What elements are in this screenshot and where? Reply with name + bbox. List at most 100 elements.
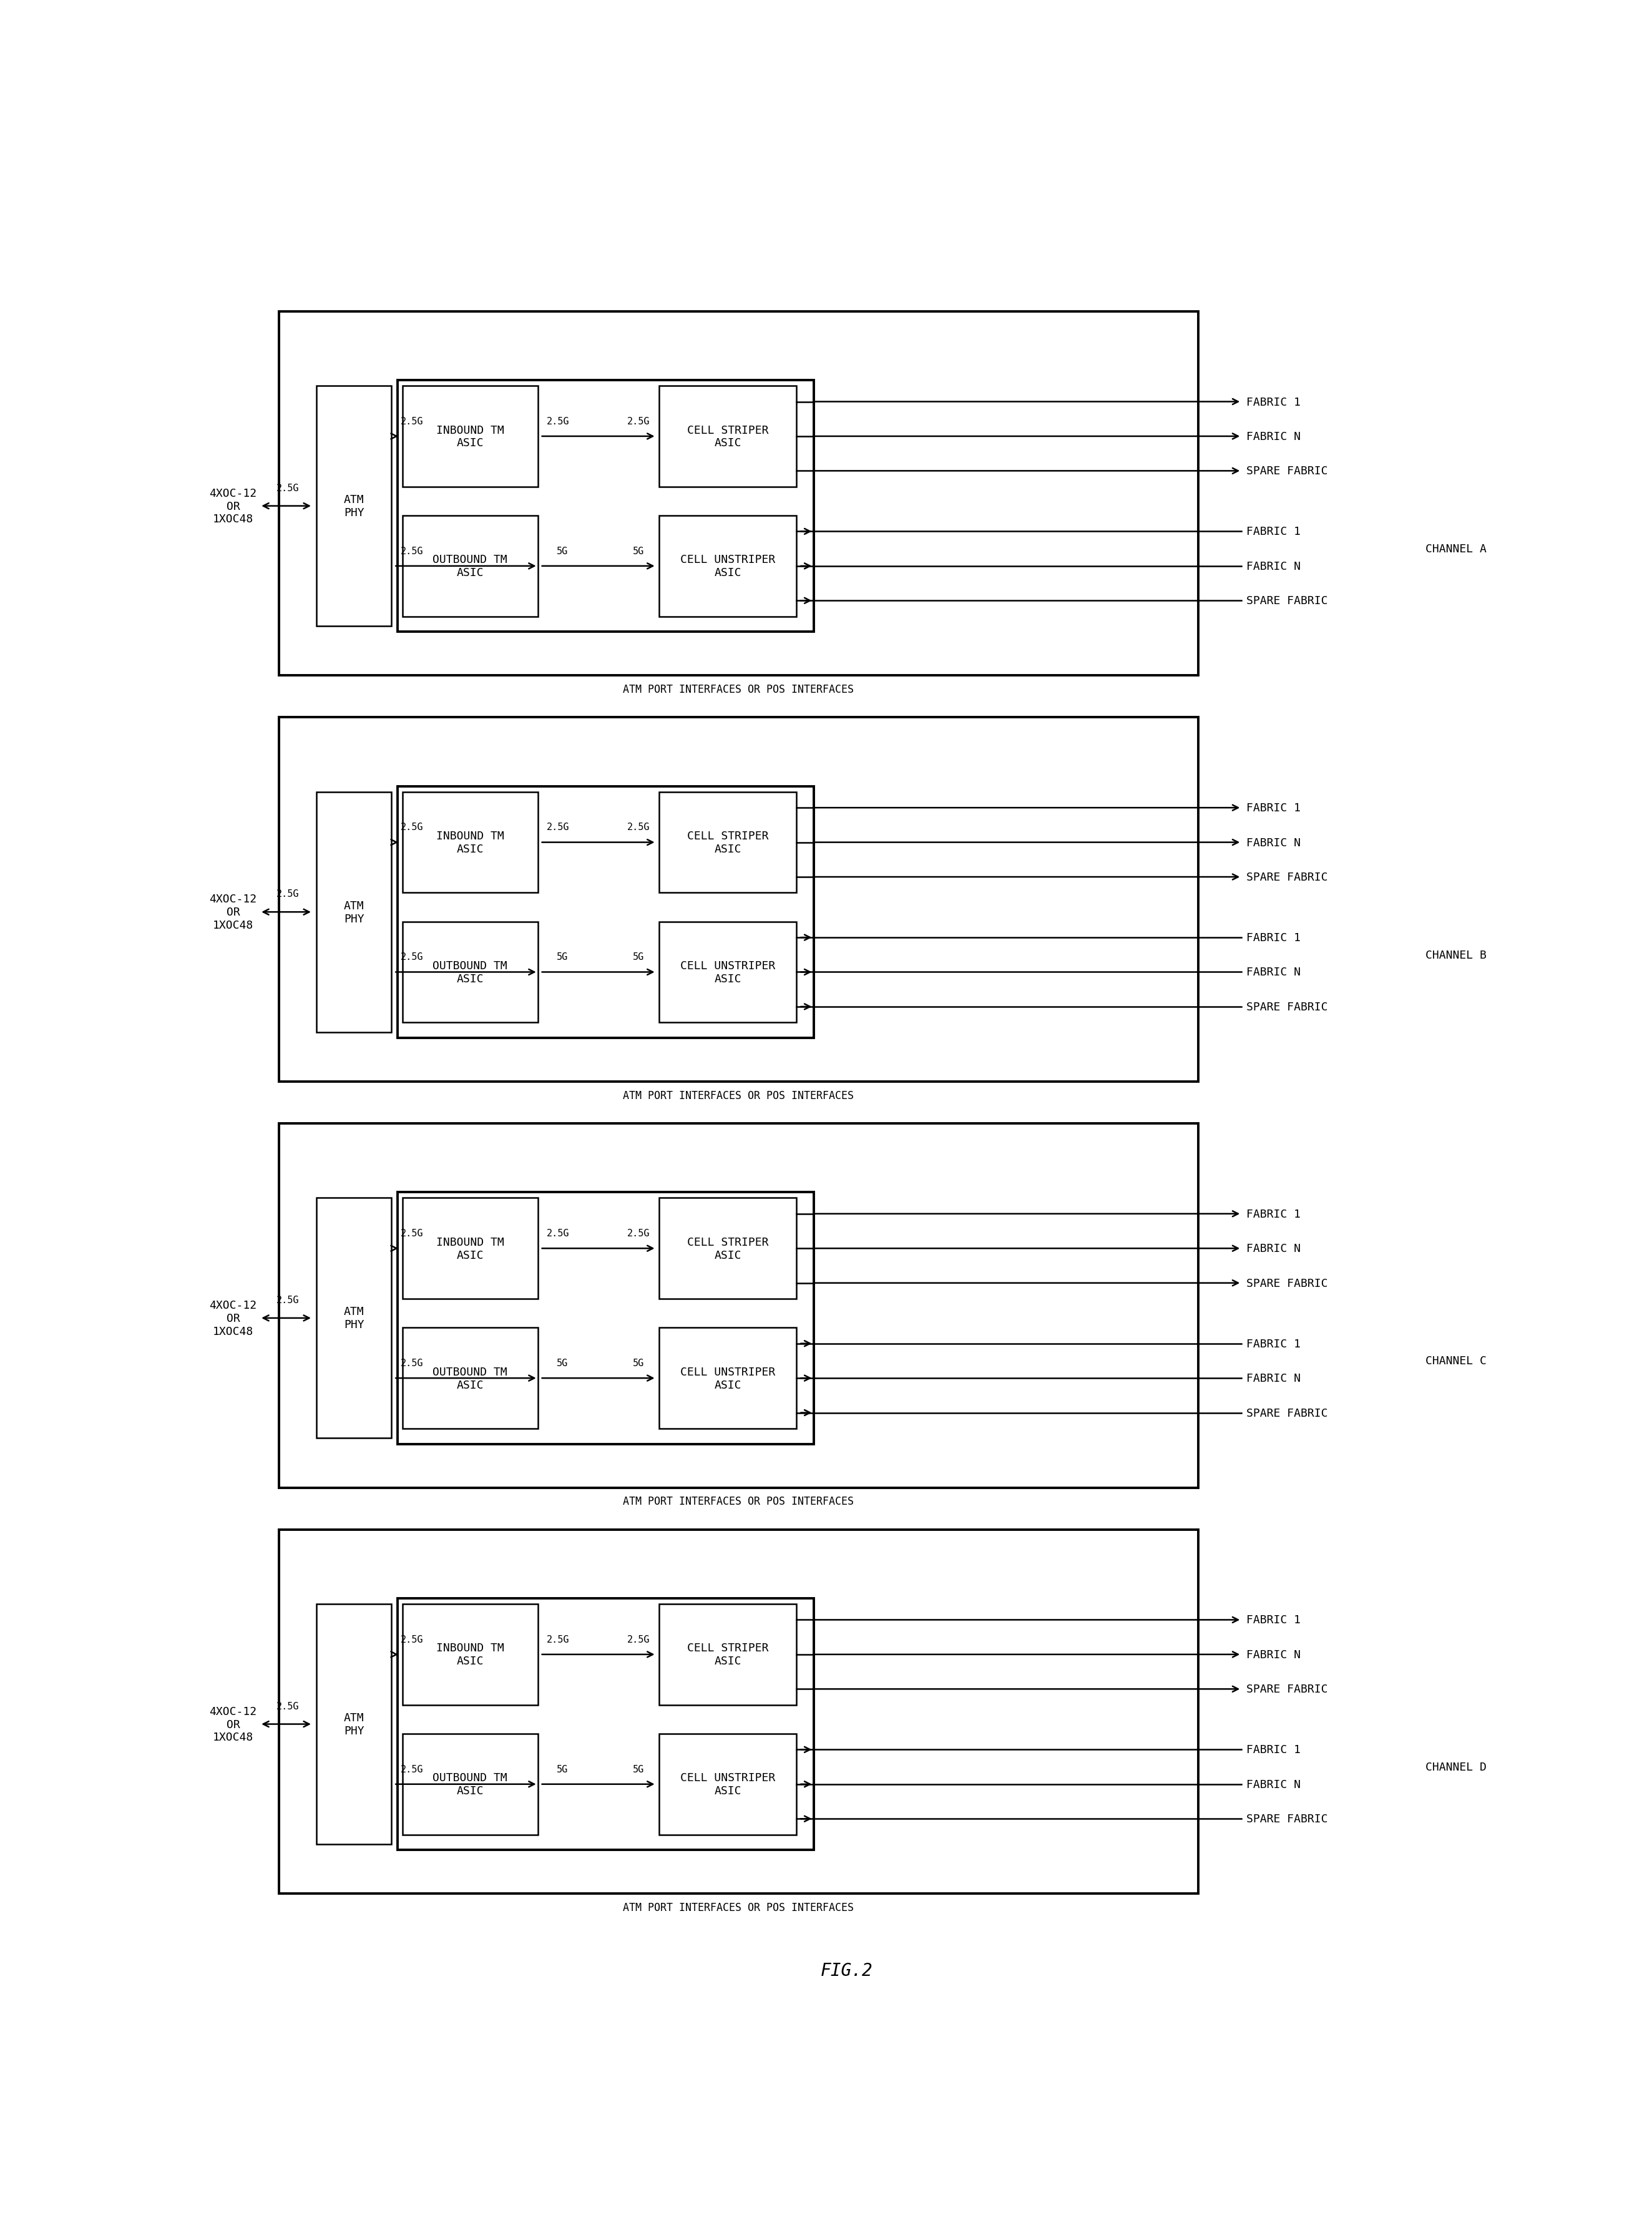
Text: 5G: 5G (557, 1764, 568, 1772)
Text: FABRIC N: FABRIC N (1246, 432, 1300, 443)
Text: CELL UNSTRIPER
ASIC: CELL UNSTRIPER ASIC (681, 555, 775, 580)
Text: 2.5G: 2.5G (628, 824, 649, 833)
Text: 2.5G: 2.5G (276, 483, 299, 492)
Bar (659, 922, 796, 1023)
Text: SPARE FABRIC: SPARE FABRIC (1246, 466, 1328, 477)
Text: OUTBOUND TM
ASIC: OUTBOUND TM ASIC (433, 555, 507, 580)
Bar (279, 1123, 1198, 1488)
Text: 4XOC-12
OR
1XOC48: 4XOC-12 OR 1XOC48 (210, 1300, 256, 1336)
Text: ATM
PHY: ATM PHY (344, 1307, 363, 1329)
Text: CELL STRIPER
ASIC: CELL STRIPER ASIC (687, 1238, 768, 1260)
Text: INBOUND TM
ASIC: INBOUND TM ASIC (436, 425, 504, 450)
Text: 2.5G: 2.5G (628, 416, 649, 425)
Text: 2.5G: 2.5G (547, 1229, 570, 1238)
Text: FABRIC 1: FABRIC 1 (1246, 1614, 1300, 1625)
Bar (317, 1197, 392, 1439)
Text: 5G: 5G (557, 1358, 568, 1367)
Text: CHANNEL A: CHANNEL A (1426, 544, 1487, 555)
Text: SPARE FABRIC: SPARE FABRIC (1246, 595, 1328, 606)
Text: OUTBOUND TM
ASIC: OUTBOUND TM ASIC (433, 1365, 507, 1390)
Text: 4XOC-12
OR
1XOC48: 4XOC-12 OR 1XOC48 (210, 893, 256, 931)
Text: 2.5G: 2.5G (400, 1764, 423, 1772)
Text: 2.5G: 2.5G (400, 416, 423, 425)
Bar (398, 1193, 813, 1444)
Text: CHANNEL B: CHANNEL B (1426, 949, 1487, 960)
Text: ATM PORT INTERFACES OR POS INTERFACES: ATM PORT INTERFACES OR POS INTERFACES (623, 685, 854, 696)
Text: FABRIC 1: FABRIC 1 (1246, 1338, 1300, 1350)
Text: FABRIC N: FABRIC N (1246, 837, 1300, 848)
Text: 5G: 5G (633, 1358, 644, 1367)
Text: SPARE FABRIC: SPARE FABRIC (1246, 1408, 1328, 1419)
Text: 2.5G: 2.5G (400, 824, 423, 833)
Text: CELL STRIPER
ASIC: CELL STRIPER ASIC (687, 425, 768, 450)
Text: ATM
PHY: ATM PHY (344, 1712, 363, 1737)
Text: SPARE FABRIC: SPARE FABRIC (1246, 1813, 1328, 1824)
Text: 5G: 5G (633, 953, 644, 962)
Text: FABRIC N: FABRIC N (1246, 1372, 1300, 1383)
Bar (403, 792, 539, 893)
Text: 2.5G: 2.5G (276, 888, 299, 900)
Text: FABRIC 1: FABRIC 1 (1246, 803, 1300, 815)
Text: CELL STRIPER
ASIC: CELL STRIPER ASIC (687, 830, 768, 855)
Text: INBOUND TM
ASIC: INBOUND TM ASIC (436, 1643, 504, 1667)
Text: FABRIC N: FABRIC N (1246, 562, 1300, 573)
Text: CHANNEL C: CHANNEL C (1426, 1356, 1487, 1367)
Text: 2.5G: 2.5G (628, 1634, 649, 1645)
Bar (403, 387, 539, 488)
Text: 5G: 5G (557, 953, 568, 962)
Text: FIG.2: FIG.2 (821, 1960, 872, 1978)
Text: 4XOC-12
OR
1XOC48: 4XOC-12 OR 1XOC48 (210, 488, 256, 526)
Text: OUTBOUND TM
ASIC: OUTBOUND TM ASIC (433, 960, 507, 985)
Bar (398, 1598, 813, 1851)
Bar (317, 387, 392, 627)
Text: INBOUND TM
ASIC: INBOUND TM ASIC (436, 830, 504, 855)
Text: CELL STRIPER
ASIC: CELL STRIPER ASIC (687, 1643, 768, 1667)
Bar (317, 792, 392, 1032)
Text: INBOUND TM
ASIC: INBOUND TM ASIC (436, 1238, 504, 1260)
Bar (659, 1734, 796, 1835)
Text: ATM
PHY: ATM PHY (344, 900, 363, 924)
Text: 2.5G: 2.5G (276, 1296, 299, 1305)
Text: FABRIC N: FABRIC N (1246, 1779, 1300, 1790)
Bar (398, 380, 813, 633)
Bar (403, 1197, 539, 1298)
Text: ATM PORT INTERFACES OR POS INTERFACES: ATM PORT INTERFACES OR POS INTERFACES (623, 1495, 854, 1506)
Text: FABRIC N: FABRIC N (1246, 967, 1300, 978)
Bar (403, 517, 539, 618)
Bar (659, 517, 796, 618)
Text: 2.5G: 2.5G (547, 1634, 570, 1645)
Bar (659, 1605, 796, 1705)
Text: 2.5G: 2.5G (628, 1229, 649, 1238)
Text: FABRIC 1: FABRIC 1 (1246, 1209, 1300, 1220)
Bar (659, 1197, 796, 1298)
Text: 2.5G: 2.5G (547, 416, 570, 425)
Text: 2.5G: 2.5G (400, 953, 423, 962)
Text: CELL UNSTRIPER
ASIC: CELL UNSTRIPER ASIC (681, 960, 775, 985)
Bar (398, 786, 813, 1038)
Text: 2.5G: 2.5G (400, 1229, 423, 1238)
Bar (279, 311, 1198, 676)
Text: 5G: 5G (557, 546, 568, 555)
Text: CELL UNSTRIPER
ASIC: CELL UNSTRIPER ASIC (681, 1365, 775, 1390)
Bar (659, 792, 796, 893)
Bar (403, 1734, 539, 1835)
Text: SPARE FABRIC: SPARE FABRIC (1246, 1683, 1328, 1694)
Text: 5G: 5G (633, 1764, 644, 1772)
Bar (279, 1529, 1198, 1893)
Bar (659, 1327, 796, 1428)
Text: ATM PORT INTERFACES OR POS INTERFACES: ATM PORT INTERFACES OR POS INTERFACES (623, 1090, 854, 1101)
Bar (403, 922, 539, 1023)
Text: FABRIC 1: FABRIC 1 (1246, 526, 1300, 537)
Text: SPARE FABRIC: SPARE FABRIC (1246, 1278, 1328, 1289)
Text: OUTBOUND TM
ASIC: OUTBOUND TM ASIC (433, 1772, 507, 1797)
Text: SPARE FABRIC: SPARE FABRIC (1246, 871, 1328, 882)
Text: 5G: 5G (633, 546, 644, 555)
Bar (403, 1327, 539, 1428)
Bar (659, 387, 796, 488)
Text: FABRIC N: FABRIC N (1246, 1242, 1300, 1253)
Bar (403, 1605, 539, 1705)
Text: 2.5G: 2.5G (400, 1358, 423, 1367)
Text: FABRIC 1: FABRIC 1 (1246, 1743, 1300, 1755)
Text: 4XOC-12
OR
1XOC48: 4XOC-12 OR 1XOC48 (210, 1705, 256, 1743)
Text: 2.5G: 2.5G (276, 1701, 299, 1710)
